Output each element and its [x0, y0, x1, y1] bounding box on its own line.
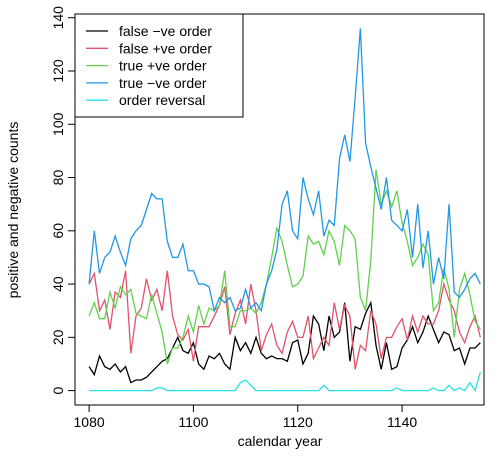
- legend-label: false −ve order: [119, 23, 212, 39]
- y-tick-label: 140: [50, 6, 66, 30]
- y-tick-label: 0: [50, 387, 66, 395]
- x-tick-label: 1080: [74, 414, 105, 430]
- series-line: [88, 169, 481, 365]
- plot-frame: [74, 13, 485, 406]
- y-tick-label: 20: [50, 329, 66, 345]
- series-line: [88, 300, 481, 384]
- legend-label: true −ve order: [119, 75, 207, 91]
- y-tick-label: 100: [50, 112, 66, 136]
- y-axis-label: positive and negative counts: [5, 122, 21, 299]
- x-tick-label: 1120: [283, 414, 313, 430]
- y-tick-label: 60: [50, 223, 66, 239]
- legend-label: false +ve order: [119, 40, 212, 56]
- x-tick-label: 1140: [387, 414, 417, 430]
- legend-label: order reversal: [119, 92, 205, 108]
- y-tick-label: 40: [50, 276, 66, 292]
- series-line: [89, 371, 481, 393]
- legend-label: true +ve order: [119, 58, 207, 74]
- series-line: [88, 270, 481, 370]
- x-tick-label: 1100: [178, 414, 208, 430]
- x-axis-label: calendar year: [238, 433, 323, 449]
- y-tick-label: 120: [50, 59, 66, 83]
- series-line: [88, 28, 481, 313]
- y-tick-label: 80: [50, 170, 66, 186]
